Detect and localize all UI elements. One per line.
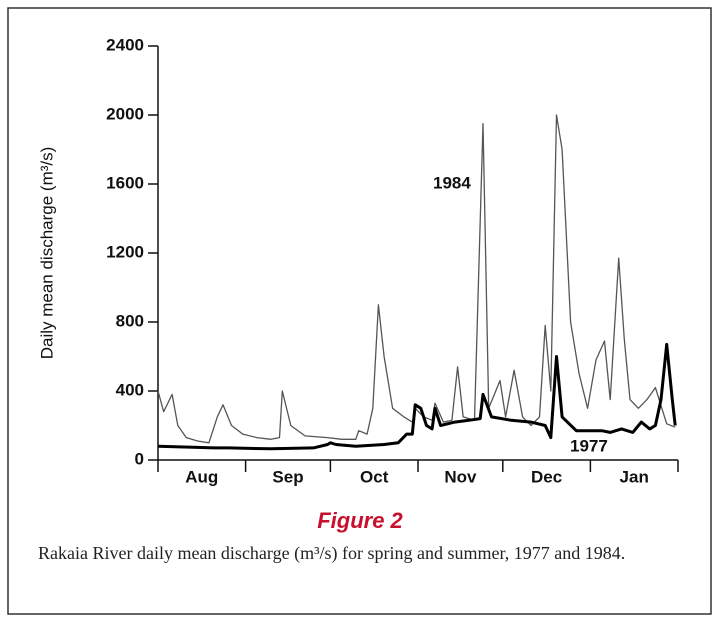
y-tick-label: 1200	[106, 242, 144, 261]
y-tick-label: 0	[135, 449, 144, 468]
month-label: Jan	[620, 467, 649, 486]
y-tick-label: 2000	[106, 104, 144, 123]
month-label: Aug	[185, 467, 218, 486]
series-line	[157, 342, 677, 451]
y-tick-label: 800	[116, 311, 144, 330]
caption-box: Rakaia River daily mean discharge (m³/s)…	[38, 543, 626, 563]
y-tick-label: 2400	[106, 35, 144, 54]
month-label: Sep	[272, 467, 303, 486]
month-label: Nov	[444, 467, 477, 486]
y-axis-label: Daily mean discharge (m³/s)	[37, 147, 56, 360]
y-tick-label: 1600	[106, 173, 144, 192]
series-label: 1977	[570, 436, 608, 455]
series-line	[157, 114, 676, 444]
figure-label: Figure 2	[317, 508, 403, 533]
frame	[7, 7, 712, 615]
month-label: Dec	[531, 467, 562, 486]
y-tick-label: 400	[116, 380, 144, 399]
month-label: Oct	[360, 467, 389, 486]
series-label: 1984	[433, 173, 471, 192]
caption: Rakaia River daily mean discharge (m³/s)…	[38, 543, 626, 563]
